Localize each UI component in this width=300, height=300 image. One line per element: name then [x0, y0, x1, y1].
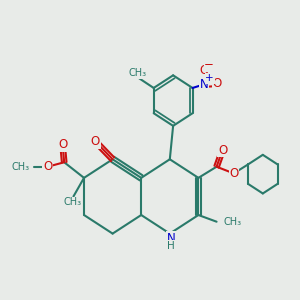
Text: O: O — [199, 64, 208, 76]
Text: O: O — [91, 135, 100, 148]
Text: CH₃: CH₃ — [64, 197, 82, 207]
Text: +: + — [206, 73, 214, 83]
Text: O: O — [43, 160, 52, 173]
Text: N: N — [167, 232, 176, 244]
Text: O: O — [58, 138, 67, 151]
Text: N: N — [200, 78, 209, 91]
Text: CH₃: CH₃ — [223, 218, 241, 227]
Text: O: O — [218, 143, 227, 157]
Text: O: O — [212, 77, 222, 90]
Text: H: H — [167, 241, 175, 251]
Text: O: O — [229, 167, 239, 180]
Text: −: − — [204, 58, 214, 71]
Text: CH₃: CH₃ — [129, 68, 147, 79]
Text: CH₃: CH₃ — [11, 162, 29, 172]
